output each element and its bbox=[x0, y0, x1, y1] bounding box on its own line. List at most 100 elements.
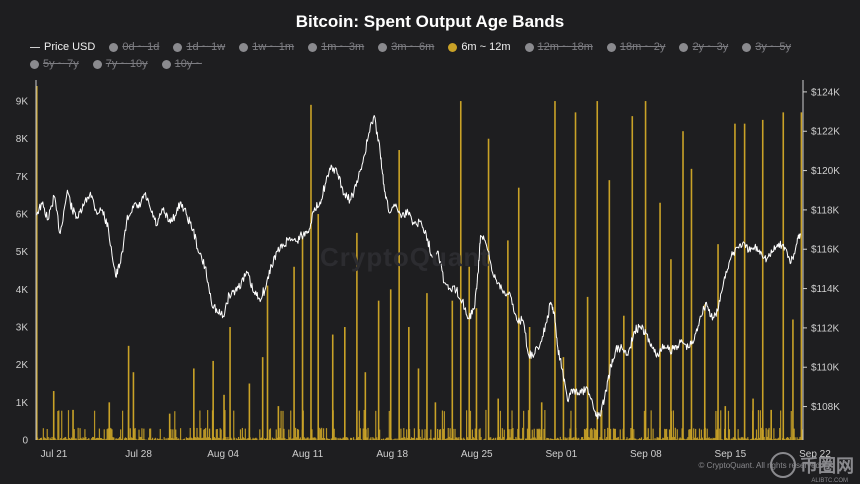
bar bbox=[616, 437, 618, 440]
bar bbox=[503, 429, 505, 440]
bar bbox=[206, 437, 208, 440]
bar bbox=[389, 289, 392, 440]
legend-item[interactable]: 10y ~ bbox=[161, 57, 202, 72]
bar bbox=[227, 436, 229, 440]
bar bbox=[260, 437, 262, 440]
bar bbox=[381, 439, 384, 440]
bar bbox=[305, 438, 307, 440]
legend-item[interactable]: Price USD bbox=[30, 40, 95, 55]
bar bbox=[219, 428, 221, 440]
bar bbox=[552, 439, 555, 440]
bar bbox=[157, 438, 159, 440]
legend-item[interactable]: 18m ~ 2y bbox=[606, 40, 665, 55]
bar bbox=[380, 438, 383, 440]
bar bbox=[551, 438, 553, 440]
bar bbox=[358, 410, 360, 440]
bar bbox=[459, 101, 462, 440]
bar bbox=[125, 438, 128, 440]
bar bbox=[87, 438, 89, 440]
bar bbox=[672, 410, 674, 440]
bar bbox=[284, 438, 286, 440]
bar bbox=[161, 439, 163, 440]
bar bbox=[713, 438, 715, 440]
bar bbox=[252, 437, 254, 440]
bar bbox=[487, 138, 490, 441]
bar bbox=[52, 391, 55, 440]
legend-item[interactable]: 1d ~ 1w bbox=[173, 40, 225, 55]
bar bbox=[106, 429, 108, 440]
y-left-tick-label: 1K bbox=[16, 398, 29, 409]
bar bbox=[228, 439, 230, 440]
bar bbox=[413, 428, 416, 440]
bar bbox=[785, 437, 788, 440]
bar bbox=[767, 429, 769, 440]
bar bbox=[130, 437, 132, 440]
bar bbox=[117, 439, 119, 440]
bar bbox=[342, 437, 344, 440]
bar bbox=[78, 438, 80, 440]
legend-label: 0d ~ 1d bbox=[122, 41, 160, 53]
bar bbox=[333, 428, 335, 440]
bar bbox=[175, 429, 177, 440]
bar bbox=[55, 439, 57, 440]
bar bbox=[735, 438, 737, 440]
bar bbox=[595, 429, 597, 440]
legend-item[interactable]: 1w ~ 1m bbox=[239, 40, 294, 55]
bar bbox=[535, 438, 537, 440]
bar bbox=[137, 439, 139, 440]
bar bbox=[533, 428, 535, 440]
bar bbox=[148, 437, 150, 440]
legend-item[interactable]: 3m ~ 6m bbox=[378, 40, 434, 55]
bar bbox=[307, 437, 309, 440]
bar bbox=[604, 428, 606, 440]
legend-item[interactable]: 1m ~ 3m bbox=[308, 40, 364, 55]
bar bbox=[472, 437, 474, 440]
legend-item[interactable]: 3y ~ 5y bbox=[742, 40, 791, 55]
bar bbox=[578, 437, 580, 440]
bar bbox=[649, 439, 651, 440]
bar bbox=[761, 119, 764, 440]
bar bbox=[188, 437, 190, 440]
bar bbox=[81, 438, 83, 440]
bar bbox=[453, 439, 455, 440]
bar bbox=[108, 402, 111, 440]
legend-item[interactable]: 12m ~ 18m bbox=[524, 40, 593, 55]
legend-item[interactable]: 0d ~ 1d bbox=[109, 40, 159, 55]
legend-label: 1m ~ 3m bbox=[321, 41, 365, 53]
bar bbox=[663, 438, 665, 440]
bar bbox=[747, 437, 749, 440]
bar bbox=[343, 437, 345, 440]
legend-item[interactable]: 2y ~ 3y bbox=[679, 40, 728, 55]
bar bbox=[540, 402, 543, 440]
legend-label: 1d ~ 1w bbox=[186, 41, 226, 53]
corner-logo-sub: ALIBTC.COM bbox=[811, 478, 848, 484]
bar bbox=[417, 368, 420, 440]
legend-item[interactable]: 5y ~ 7y bbox=[30, 57, 79, 72]
bar bbox=[107, 428, 109, 440]
bar bbox=[517, 187, 520, 440]
legend-item[interactable]: 6m ~ 12m bbox=[448, 40, 511, 55]
bar bbox=[756, 438, 759, 440]
bar bbox=[753, 439, 756, 440]
bar bbox=[521, 438, 523, 440]
bar bbox=[687, 437, 689, 440]
bar bbox=[203, 429, 205, 440]
bar bbox=[694, 437, 696, 440]
bar bbox=[708, 437, 710, 440]
bar bbox=[291, 438, 293, 440]
bar bbox=[144, 439, 146, 440]
y-right-tick-label: $108K bbox=[811, 402, 840, 413]
bar bbox=[306, 437, 308, 440]
bar bbox=[610, 439, 613, 440]
bar bbox=[43, 437, 45, 440]
bar bbox=[755, 429, 758, 440]
corner-logo: 币圈网 bbox=[770, 452, 854, 478]
bar bbox=[760, 427, 762, 440]
legend-item[interactable]: 7y ~ 10y bbox=[92, 57, 148, 72]
bar bbox=[149, 428, 151, 440]
bar bbox=[511, 410, 513, 440]
bar bbox=[565, 438, 567, 440]
bar bbox=[528, 327, 531, 440]
bar bbox=[537, 429, 539, 440]
bar bbox=[85, 437, 87, 440]
